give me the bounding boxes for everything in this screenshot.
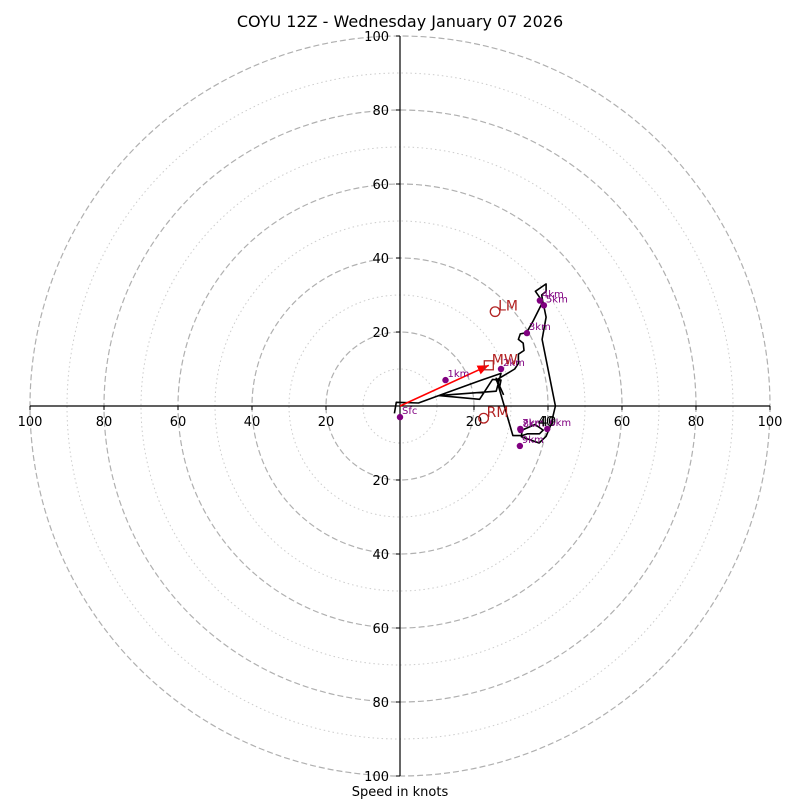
chart-title: COYU 12Z - Wednesday January 07 2026: [237, 12, 563, 31]
x-tick-label: 20: [466, 415, 483, 430]
x-tick-label: 60: [170, 415, 187, 430]
overlap-tick-label: 40: [538, 415, 555, 430]
height-marker-point: [497, 365, 505, 373]
y-tick-label: 100: [364, 30, 389, 45]
storm-motion-marker: [478, 412, 490, 424]
height-marker-point: [517, 426, 524, 434]
height-marker-label: 4km: [542, 290, 564, 301]
height-marker-point: [516, 442, 524, 450]
height-marker-label: 7km: [522, 418, 544, 429]
height-marker-label: 6km: [549, 418, 571, 429]
height-marker-point: [540, 302, 548, 309]
x-tick-label: 80: [688, 415, 705, 430]
x-tick-label: 20: [318, 415, 335, 430]
shear-vector-arrow: [399, 364, 490, 407]
motion-marker-label: RM: [487, 405, 509, 421]
x-axis-label: Speed in knots: [352, 785, 449, 800]
y-tick-label: 100: [364, 770, 389, 785]
tick-labels: 100 80 60 40 20 20 40 60 80 100 100 80 60 40 20 20 40 60 8…: [18, 30, 783, 785]
y-tick-label: 40: [372, 548, 389, 563]
height-marker-label: 9km: [522, 435, 544, 446]
y-tick-label: 20: [372, 326, 389, 341]
height-marker-label: 2km: [503, 358, 525, 369]
height-marker-point: [536, 297, 544, 304]
x-tick-label: 40: [244, 415, 261, 430]
height-marker-point: [396, 413, 404, 421]
height-marker-point: [442, 376, 449, 384]
hodograph-trace: [393, 283, 557, 444]
x-tick-label: 100: [18, 415, 43, 430]
x-tick-label: 60: [614, 415, 631, 430]
height-marker-point: [544, 425, 551, 433]
y-tick-label: 40: [372, 252, 389, 267]
motion-marker-label: MW: [492, 352, 518, 368]
height-marker-label: 8km: [523, 419, 545, 430]
height-marker-label: 5km: [546, 294, 568, 305]
y-tick-label: 20: [372, 474, 389, 489]
height-marker-label: 1km: [448, 369, 470, 380]
y-tick-label: 80: [372, 696, 389, 711]
x-tick-label: 100: [758, 415, 783, 430]
data-layer: [393, 283, 557, 444]
motion-marker-label: LM: [498, 299, 518, 315]
height-marker-label: 3km: [529, 322, 551, 333]
storm-motion-marker: [489, 306, 501, 318]
x-tick-label: 80: [96, 415, 113, 430]
y-tick-label: 60: [372, 622, 389, 637]
y-tick-label: 80: [372, 104, 389, 119]
mean-wind-marker: [483, 360, 494, 371]
height-marker-label: Sfc: [402, 406, 417, 417]
y-tick-label: 60: [372, 178, 389, 193]
height-marker-point: [523, 329, 531, 337]
